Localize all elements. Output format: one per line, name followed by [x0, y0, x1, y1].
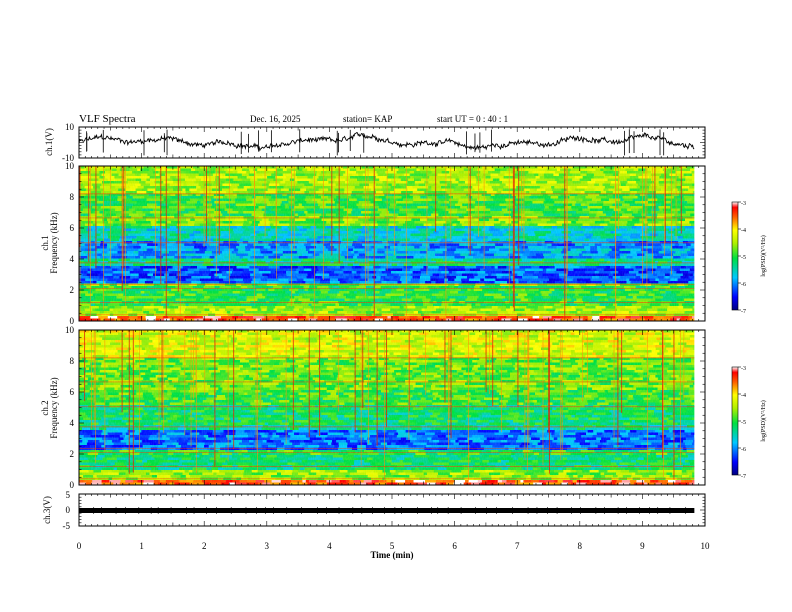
date-label: Dec. 16, 2025 — [250, 114, 301, 124]
ch1-waveform-ylabel: ch.1(V) — [44, 128, 54, 156]
ch1-waveform-trace — [78, 129, 695, 156]
chart-title: VLF Spectra — [79, 113, 136, 125]
ch1-waveform-line — [78, 132, 695, 152]
station-label: station= KAP — [343, 114, 392, 124]
ch1-ytick-bottom: -10 — [62, 153, 74, 163]
ch1-ytick-top: 10 — [65, 122, 75, 132]
ch1-waveform-panel: 10 -10 ch.1(V) — [44, 122, 706, 163]
ch1-spectrogram-panel: 0 2 4 6 8 10 ch.1 Frequency (kHz) -3 -4 … — [40, 161, 767, 326]
start-time-label: start UT = 0 : 40 : 1 — [437, 114, 508, 124]
